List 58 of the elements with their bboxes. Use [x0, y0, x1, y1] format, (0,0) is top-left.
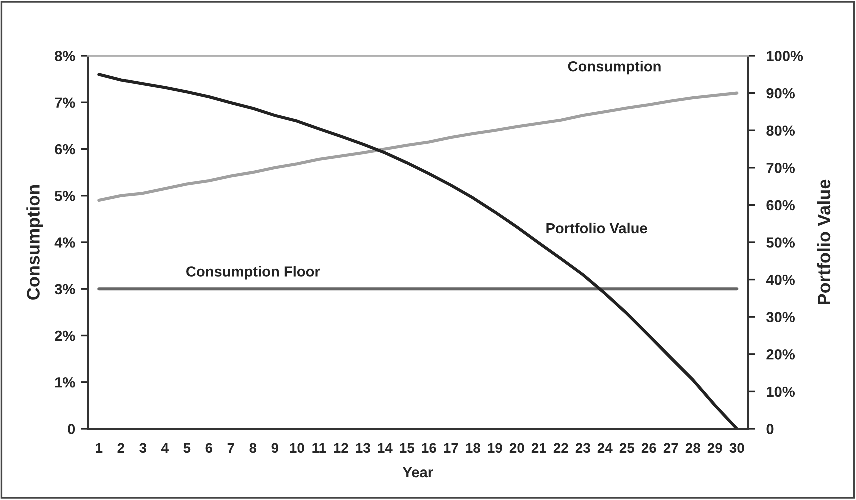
- x-tick-label: 25: [620, 443, 634, 454]
- y2-tick-label: 40%: [766, 274, 796, 286]
- y-axis-title: Consumption: [26, 185, 44, 300]
- x-tick-label: 23: [576, 443, 590, 454]
- series-label: Portfolio Value: [546, 222, 648, 234]
- series-label: Consumption Floor: [186, 266, 320, 280]
- x-tick-label: 16: [422, 443, 436, 454]
- x-tick-label: 6: [206, 443, 213, 454]
- y2-tick-label: 80%: [766, 126, 796, 136]
- y2-axis-title: Portfolio Value: [817, 180, 831, 304]
- x-tick-label: 30: [730, 443, 744, 454]
- x-tick-label: 19: [488, 443, 502, 454]
- y-tick-label: 6%: [55, 144, 76, 155]
- x-tick-label: 10: [290, 443, 304, 454]
- x-tick-label: 27: [664, 443, 678, 453]
- x-axis-title: Year: [402, 467, 434, 478]
- y2-tick-label: 10%: [767, 386, 796, 398]
- x-tick-label: 11: [312, 443, 326, 453]
- x-tick-label: 9: [272, 443, 279, 454]
- y-tick-label: 2%: [55, 330, 76, 342]
- x-tick-label: 21: [532, 443, 546, 453]
- y-tick-label: 7%: [55, 98, 76, 108]
- x-tick-label: 22: [554, 443, 568, 453]
- x-tick-label: 29: [708, 443, 722, 454]
- y2-tick-label: 20%: [766, 350, 796, 360]
- x-tick-label: 14: [378, 443, 393, 453]
- y2-tick-label: 50%: [766, 238, 796, 248]
- x-tick-label: 5: [184, 443, 191, 454]
- y2-tick-label: 60%: [766, 200, 796, 211]
- x-tick-label: 13: [356, 443, 370, 454]
- x-tick-label: 24: [598, 443, 613, 453]
- x-tick-label: 7: [228, 443, 234, 453]
- x-tick-label: 2: [118, 443, 124, 453]
- x-tick-label: 4: [162, 443, 169, 453]
- y-tick-label: 0: [68, 424, 76, 434]
- x-tick-label: 18: [466, 443, 480, 454]
- y2-tick-label: 0: [766, 424, 774, 434]
- y2-tick-label: 30%: [766, 312, 796, 323]
- series-label: Consumption: [568, 61, 661, 75]
- x-tick-label: 26: [642, 443, 656, 454]
- line-series: [98, 92, 739, 202]
- x-tick-label: 17: [444, 443, 458, 453]
- x-tick-label: 12: [334, 443, 348, 453]
- x-tick-label: 20: [510, 443, 524, 454]
- y-tick-label: 4%: [54, 238, 76, 248]
- y2-tick-label: 70%: [766, 163, 796, 174]
- y-tick-label: 5%: [55, 191, 76, 202]
- x-tick-label: 15: [400, 443, 414, 454]
- x-tick-label: 3: [140, 443, 147, 454]
- x-tick-label: 28: [686, 443, 700, 454]
- y-tick-label: 8%: [55, 51, 76, 62]
- x-tick-label: 8: [250, 443, 257, 454]
- line-series: [98, 73, 739, 429]
- y2-tick-label: 100%: [767, 51, 804, 62]
- y-tick-label: 3%: [54, 284, 76, 295]
- x-tick-label: 1: [96, 443, 103, 453]
- y-tick-label: 1%: [56, 378, 76, 388]
- y2-tick-label: 90%: [766, 88, 796, 99]
